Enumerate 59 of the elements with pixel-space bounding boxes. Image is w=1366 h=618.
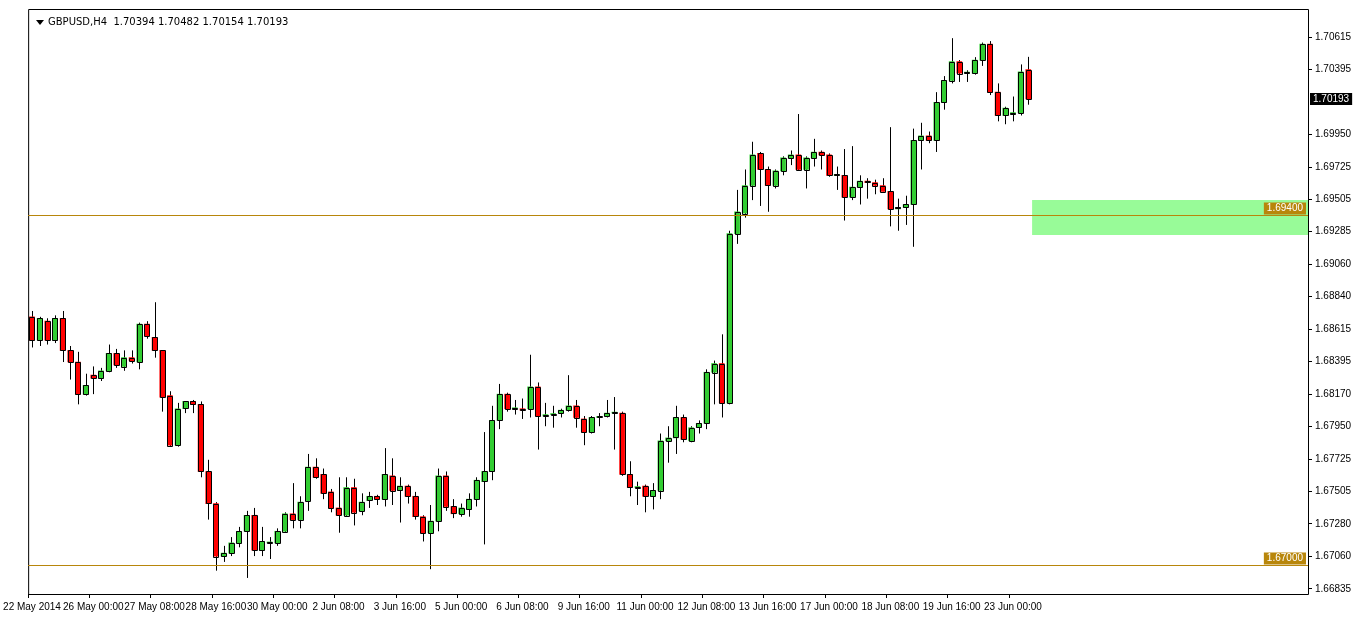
text: GBPUSD,H4 1.70394 1.70482 1.70154 1.70193: [48, 16, 289, 27]
candlestick: [580, 415, 587, 446]
candlestick: [450, 498, 457, 519]
y-tick-label: 1.69285: [1315, 225, 1352, 237]
x-tick-label: 3 Jun 16:00: [373, 600, 427, 612]
y-tick-label: 1.67725: [1315, 452, 1352, 464]
y-tick-label: 1.68170: [1315, 387, 1352, 399]
candlestick: [82, 373, 89, 397]
ref-line-label: 1.67000: [1266, 552, 1304, 564]
y-tick-label: 1.68840: [1315, 290, 1352, 302]
y-tick-label: 1.69505: [1315, 193, 1352, 205]
x-tick-label: 13 Jun 16:00: [738, 600, 798, 612]
candlestick: [243, 510, 250, 579]
ref-line-label: 1.69400: [1266, 202, 1304, 214]
candlestick: [36, 316, 43, 347]
candlestick: [542, 402, 549, 427]
candlestick: [105, 344, 112, 373]
candlestick: [994, 82, 1001, 122]
candlestick: [565, 374, 572, 413]
candlestick: [726, 230, 733, 405]
y-tick-label: 1.68615: [1315, 322, 1352, 334]
x-tick-label: 28 May 16:00: [185, 600, 247, 612]
x-tick-label: 27 May 08:00: [124, 600, 186, 612]
text: 1.70193: [1313, 92, 1350, 104]
x-tick-label: 2 Jun 08:00: [312, 600, 366, 612]
x-tick-label: 19 Jun 16:00: [922, 600, 981, 612]
candlestick: [174, 402, 181, 448]
x-tick-label: 6 Jun 08:00: [496, 600, 550, 612]
y-tick-label: 1.70615: [1315, 31, 1352, 43]
x-tick-label: 18 Jun 08:00: [861, 600, 920, 612]
y-tick-label: 1.66835: [1315, 582, 1352, 594]
x-tick-label: 30 May 00:00: [246, 600, 308, 612]
x-tick-label: 17 Jun 00:00: [800, 600, 859, 612]
candlestick: [841, 148, 848, 222]
y-tick-label: 1.67060: [1315, 549, 1352, 561]
x-tick-label: 12 Jun 08:00: [677, 600, 736, 612]
x-tick-label: 11 Jun 00:00: [616, 600, 675, 612]
y-tick-label: 1.67505: [1315, 484, 1352, 496]
y-tick-label: 1.67280: [1315, 517, 1352, 529]
candlestick: [381, 447, 388, 507]
candlestick: [680, 414, 687, 443]
x-tick-label: 22 May 2014: [3, 600, 62, 612]
y-tick-label: 1.69950: [1315, 128, 1352, 140]
candlestick: [335, 476, 342, 534]
candlestick: [519, 398, 526, 420]
x-tick-label: 9 Jun 16:00: [557, 600, 611, 612]
x-tick-label: 5 Jun 00:00: [435, 600, 488, 612]
x-tick-label: 23 Jun 00:00: [984, 600, 1043, 612]
candlestick: [496, 383, 503, 430]
candlestick: [672, 405, 679, 455]
x-tick-label: 26 May 00:00: [62, 600, 125, 612]
y-tick-label: 1.69725: [1315, 161, 1352, 173]
y-tick-label: 1.67950: [1315, 419, 1352, 431]
y-tick-label: 1.69060: [1315, 258, 1352, 270]
y-tick-label: 1.70395: [1315, 63, 1352, 75]
candlestick: [611, 396, 618, 451]
candlestick: [358, 492, 365, 516]
y-tick-label: 1.68395: [1315, 355, 1352, 367]
candlestick: [427, 504, 434, 570]
